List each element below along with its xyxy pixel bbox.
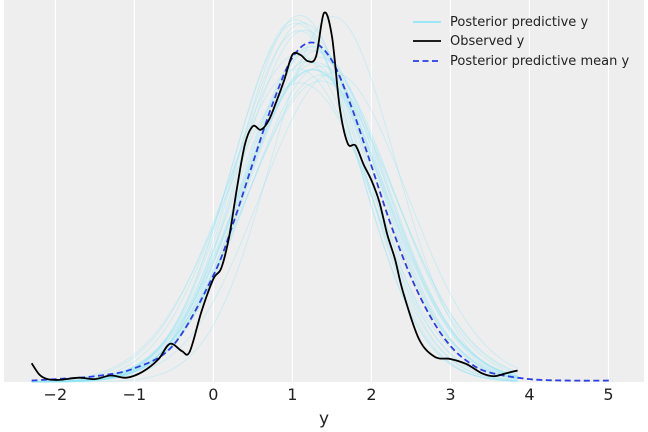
x-tick-label: −1 xyxy=(123,385,147,404)
posterior-predictive-sample-line xyxy=(31,62,518,383)
posterior-predictive-mean-line xyxy=(31,41,613,382)
posterior-predictive-sample-line xyxy=(31,14,518,383)
posterior-predictive-samples xyxy=(31,14,518,383)
posterior-predictive-sample-line xyxy=(31,68,518,383)
posterior-predictive-sample-line xyxy=(31,29,518,383)
x-tick-label: 2 xyxy=(366,385,376,404)
observed-line xyxy=(30,11,518,381)
grid-lines xyxy=(54,0,610,382)
legend: Posterior predictive y Observed y Poster… xyxy=(413,15,629,69)
x-tick-label: 4 xyxy=(524,385,534,404)
posterior-predictive-sample-line xyxy=(31,49,518,383)
posterior-predictive-sample-line xyxy=(31,65,518,383)
x-tick-label: 1 xyxy=(287,385,297,404)
x-axis-label: y xyxy=(319,409,329,429)
x-tick-label: 5 xyxy=(603,385,613,404)
legend-label-observed: Observed y xyxy=(450,34,525,49)
posterior-predictive-sample-line xyxy=(31,53,518,383)
posterior-predictive-sample-line xyxy=(31,22,518,383)
posterior-predictive-sample-line xyxy=(31,72,518,383)
posterior-predictive-sample-line xyxy=(31,16,518,383)
posterior-predictive-sample-line xyxy=(31,46,518,383)
x-tick-label: 3 xyxy=(445,385,455,404)
x-axis-ticks: −2 −1 0 1 2 3 4 5 xyxy=(44,385,614,404)
x-tick-label: −2 xyxy=(44,385,68,404)
legend-label-mean: Posterior predictive mean y xyxy=(450,54,629,69)
posterior-predictive-sample-line xyxy=(31,19,518,383)
posterior-predictive-sample-line xyxy=(31,82,518,382)
x-tick-label: 0 xyxy=(208,385,218,404)
legend-label-posterior-predictive: Posterior predictive y xyxy=(450,15,588,30)
posterior-predictive-sample-line xyxy=(31,22,518,383)
posterior-predictive-sample-line xyxy=(31,56,518,383)
plot-area xyxy=(4,0,644,382)
